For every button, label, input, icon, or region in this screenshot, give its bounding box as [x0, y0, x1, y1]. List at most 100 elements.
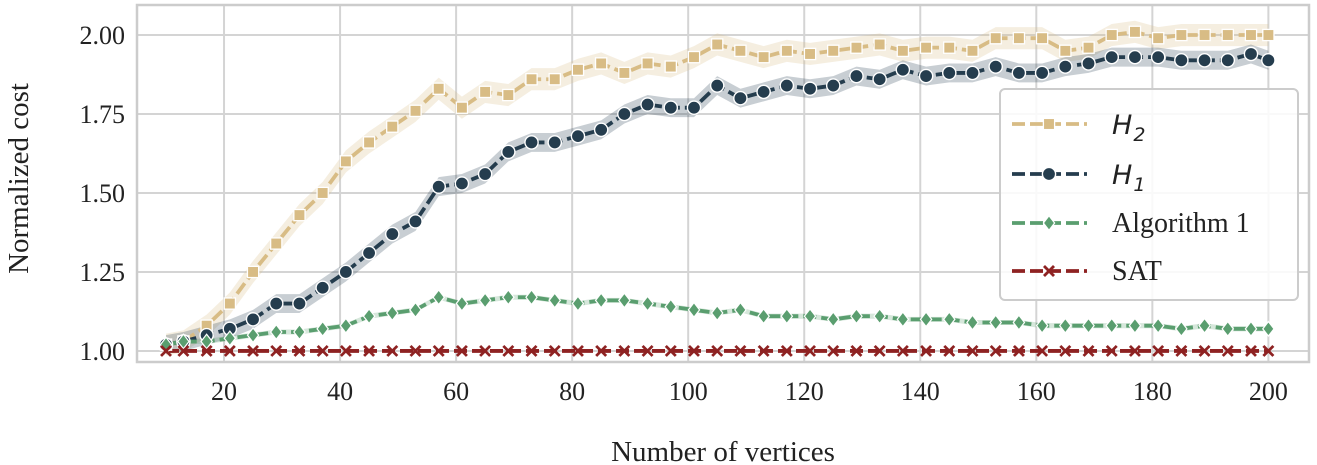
data-point — [1128, 344, 1141, 357]
x-marker-stroke — [966, 344, 979, 357]
x-marker-stroke — [1082, 344, 1095, 357]
legend-label-main: H — [1112, 160, 1132, 191]
data-point — [1244, 28, 1258, 42]
data-point — [455, 101, 469, 114]
legend-label: SAT — [1112, 256, 1162, 287]
data-point — [1150, 49, 1166, 65]
data-point — [803, 308, 817, 325]
data-point — [989, 344, 1002, 357]
data-point — [757, 308, 770, 325]
data-point — [432, 82, 445, 95]
legend-label: H2 — [1112, 110, 1145, 146]
data-point — [1105, 317, 1119, 334]
data-point — [1152, 344, 1165, 357]
data-point — [384, 226, 400, 242]
data-point — [339, 155, 353, 168]
data-point — [316, 320, 330, 338]
legend-marker — [1042, 117, 1056, 131]
x-tick-label: 20 — [211, 377, 237, 406]
tick-labels: 20 40 60 80 100 120 140 160 180 200 1.00 1.25 1.50 1.… — [80, 21, 1288, 406]
data-point — [247, 344, 260, 357]
data-point — [455, 344, 468, 357]
data-point — [617, 106, 632, 122]
data-point — [641, 57, 654, 70]
data-point — [734, 301, 747, 319]
data-point — [454, 176, 470, 191]
x-tick-label: 100 — [669, 377, 708, 406]
x-marker-stroke — [1198, 344, 1211, 357]
data-point — [548, 72, 561, 86]
data-point — [989, 31, 1002, 45]
x-marker-stroke — [780, 344, 793, 357]
data-point — [1220, 52, 1236, 68]
data-point — [780, 308, 794, 325]
data-point — [873, 344, 886, 357]
x-marker-stroke — [1105, 344, 1118, 357]
data-point — [269, 237, 283, 250]
plot-frame — [135, 3, 1311, 364]
y-axis-label: Normalized cost — [3, 83, 35, 274]
x-marker-stroke — [363, 344, 376, 357]
x-marker-stroke — [1221, 344, 1234, 357]
data-point — [177, 344, 190, 357]
data-point — [431, 179, 447, 194]
data-point — [595, 344, 608, 357]
data-point — [177, 333, 190, 350]
data-point — [1104, 49, 1120, 65]
data-point — [826, 44, 840, 58]
data-point — [478, 85, 492, 99]
x-tick-label: 120 — [785, 377, 824, 406]
data-point — [641, 344, 654, 357]
x-marker-stroke — [827, 344, 840, 357]
data-point — [270, 344, 283, 357]
x-marker-stroke — [920, 344, 933, 357]
data-point — [802, 81, 818, 97]
x-marker-stroke — [247, 344, 260, 357]
data-point — [362, 308, 376, 325]
data-point — [664, 298, 678, 315]
data-point — [315, 280, 330, 296]
x-marker-stroke — [1036, 344, 1049, 357]
data-point — [200, 333, 214, 350]
data-point — [827, 344, 840, 357]
data-point — [502, 344, 515, 357]
data-point — [548, 292, 562, 309]
data-point — [733, 90, 748, 106]
data-point — [160, 344, 172, 357]
data-point — [1261, 52, 1276, 68]
data-point — [316, 186, 329, 200]
x-marker-stroke — [525, 344, 538, 357]
data-point — [711, 344, 724, 357]
x-marker-stroke — [989, 344, 1002, 357]
data-point — [200, 344, 213, 357]
x-axis-label: Number of vertices — [611, 436, 835, 465]
x-marker-stroke — [688, 344, 700, 357]
x-marker-stroke — [1262, 344, 1275, 357]
data-point — [339, 317, 353, 334]
x-tick-label: 200 — [1249, 377, 1288, 406]
data-point — [385, 304, 399, 322]
data-point — [966, 344, 979, 357]
data-point — [339, 344, 352, 357]
data-point — [268, 296, 284, 311]
x-marker-stroke — [850, 344, 863, 357]
data-point — [432, 344, 445, 357]
x-marker-stroke — [548, 344, 561, 357]
x-marker-stroke — [571, 344, 584, 357]
data-point — [501, 289, 515, 306]
data-point — [896, 344, 909, 357]
data-point — [640, 97, 655, 112]
data-point — [850, 41, 863, 54]
data-point — [1035, 31, 1049, 45]
data-point — [501, 144, 516, 160]
data-point — [803, 47, 817, 61]
data-point — [734, 44, 747, 58]
data-point — [1058, 59, 1073, 74]
data-point — [223, 297, 237, 310]
x-marker-stroke — [339, 344, 352, 357]
data-point — [873, 308, 887, 325]
data-point — [988, 59, 1003, 74]
data-point — [780, 44, 794, 58]
data-point — [362, 136, 376, 149]
data-point — [292, 296, 307, 311]
